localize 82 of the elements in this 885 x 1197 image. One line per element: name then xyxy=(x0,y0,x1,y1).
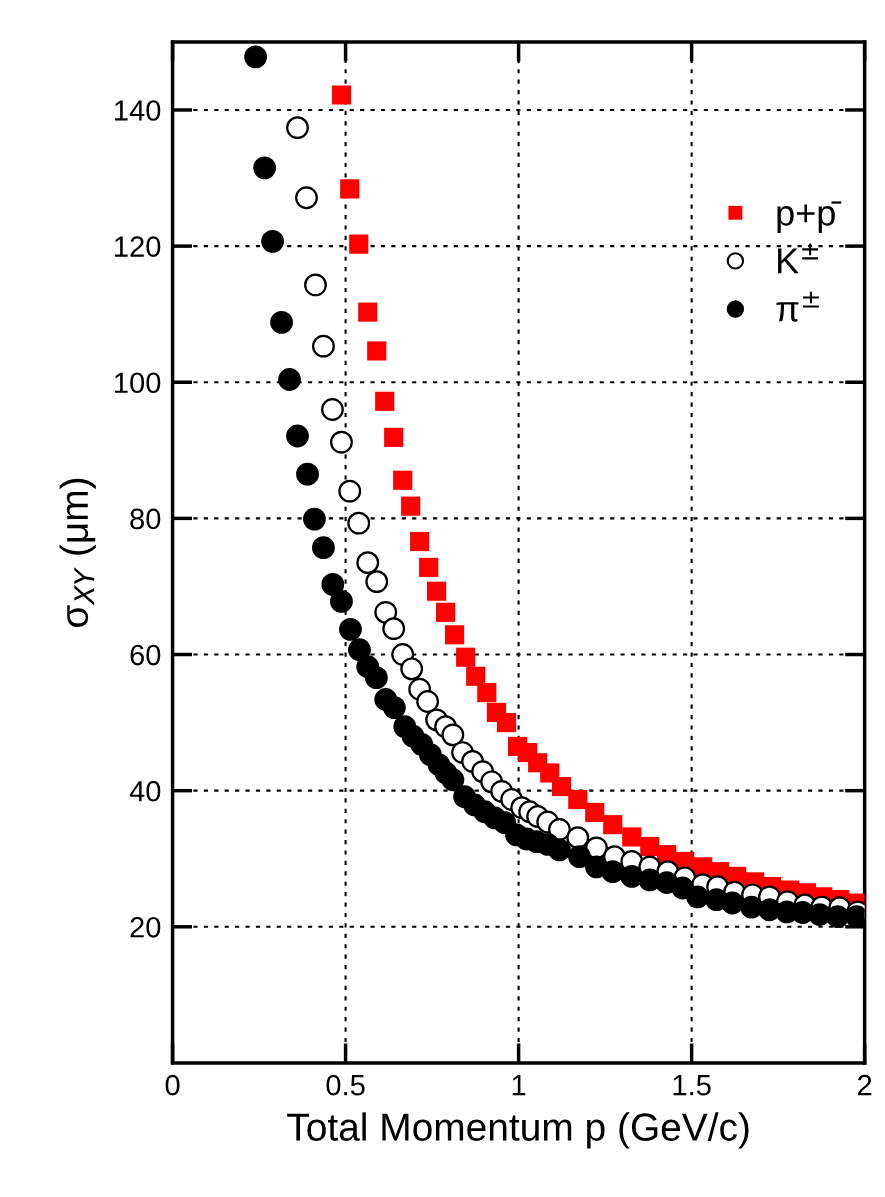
point xyxy=(348,638,371,662)
point xyxy=(393,470,413,490)
point xyxy=(340,179,360,199)
point xyxy=(686,885,709,909)
point xyxy=(261,229,284,253)
point xyxy=(367,341,387,361)
point xyxy=(496,713,517,733)
y-tick-label: 140 xyxy=(115,100,161,121)
x-tick-label: 1 xyxy=(512,1075,526,1096)
point xyxy=(568,845,591,869)
point xyxy=(278,368,301,391)
point xyxy=(585,802,605,823)
point xyxy=(312,334,335,358)
point xyxy=(445,625,465,645)
point xyxy=(330,430,353,454)
point xyxy=(375,391,395,411)
legend-label: p+p̄ xyxy=(777,201,842,233)
point xyxy=(303,507,326,531)
point xyxy=(295,186,318,210)
point xyxy=(270,310,293,334)
point xyxy=(286,116,309,140)
point xyxy=(338,479,362,503)
point xyxy=(382,696,406,720)
point xyxy=(620,865,644,888)
point xyxy=(321,573,345,596)
point xyxy=(382,617,406,641)
x-tick-label: 0.5 xyxy=(326,1074,365,1096)
point xyxy=(331,85,352,105)
x-axis-title: Total Momentum p (GeV/c) xyxy=(287,1112,749,1149)
y-tick-label: 80 xyxy=(130,508,161,530)
point xyxy=(296,462,319,486)
point xyxy=(416,690,440,713)
point xyxy=(740,895,763,919)
point xyxy=(441,723,465,747)
x-tick-label: 2 xyxy=(858,1074,872,1096)
y-tick-label: 100 xyxy=(115,372,161,394)
point xyxy=(304,273,327,297)
point xyxy=(441,768,465,792)
point xyxy=(808,903,832,926)
y-tick-label: 60 xyxy=(130,644,161,666)
point xyxy=(721,891,744,915)
x-tick-label: 1.5 xyxy=(673,1075,711,1096)
point xyxy=(410,531,430,552)
point xyxy=(436,602,456,622)
point xyxy=(427,581,447,601)
point xyxy=(356,551,380,575)
point xyxy=(384,427,404,447)
y-tick-label: 40 xyxy=(129,780,161,802)
x-tick-label: 0 xyxy=(165,1074,180,1096)
point xyxy=(419,557,439,577)
point xyxy=(358,302,378,322)
point xyxy=(330,590,353,613)
point xyxy=(339,617,362,641)
point xyxy=(286,424,309,448)
point xyxy=(551,777,572,797)
point xyxy=(601,860,625,884)
point xyxy=(401,496,421,516)
point xyxy=(456,647,476,667)
point xyxy=(568,789,588,810)
point xyxy=(347,511,371,535)
point xyxy=(566,826,590,850)
point xyxy=(321,398,344,421)
point xyxy=(365,570,389,594)
point xyxy=(244,45,268,69)
point xyxy=(349,234,369,254)
y-axis-title: σ$_{XY}$ (μm) xyxy=(59,478,96,627)
point xyxy=(477,683,497,703)
point xyxy=(622,827,642,847)
point xyxy=(253,156,277,180)
point xyxy=(826,905,850,928)
point xyxy=(603,815,623,835)
point xyxy=(548,838,571,862)
legend-label: K$^{±}$ xyxy=(778,243,819,274)
point xyxy=(364,666,388,690)
point xyxy=(640,836,660,857)
point xyxy=(374,600,398,624)
y-tick-label: 120 xyxy=(115,236,161,257)
point xyxy=(466,666,486,686)
point xyxy=(312,536,335,560)
y-tick-label: 20 xyxy=(130,917,161,938)
point xyxy=(400,657,424,681)
legend-label: π$^{±}$ xyxy=(776,291,819,322)
